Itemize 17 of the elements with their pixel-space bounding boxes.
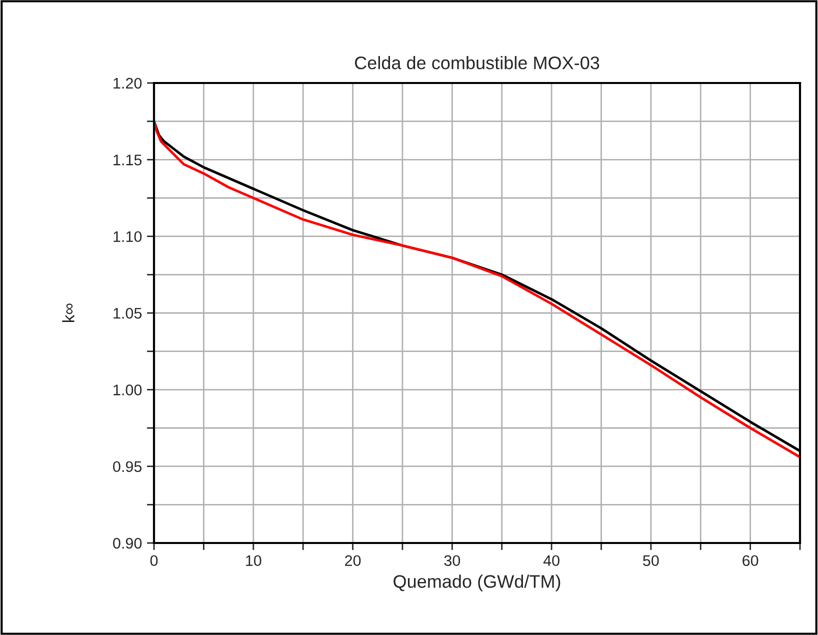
x-tick-label: 60 [742,555,758,566]
x-axis-title: Quemado (GWd/TM) [394,574,560,592]
y-tick-label: 1.10 [114,231,142,242]
y-tick-label: 0.95 [113,461,142,472]
y-axis-title: k∞ [62,304,74,322]
y-tick-label: 1.00 [114,384,142,396]
x-tick-label: 50 [643,555,659,566]
x-tick-label: 40 [543,555,560,566]
chart-title: Celda de combustible MOX-03 [354,56,600,70]
x-tick-label: 0 [150,555,158,566]
y-tick-label: 1.05 [114,308,142,319]
y-tick-label: 0.90 [113,538,142,549]
x-tick-label: 10 [246,555,262,566]
y-tick-label: 1.15 [114,154,142,166]
y-tick-label: 1.20 [114,78,142,89]
x-tick-label: 20 [345,555,361,566]
x-tick-label: 30 [444,555,460,566]
